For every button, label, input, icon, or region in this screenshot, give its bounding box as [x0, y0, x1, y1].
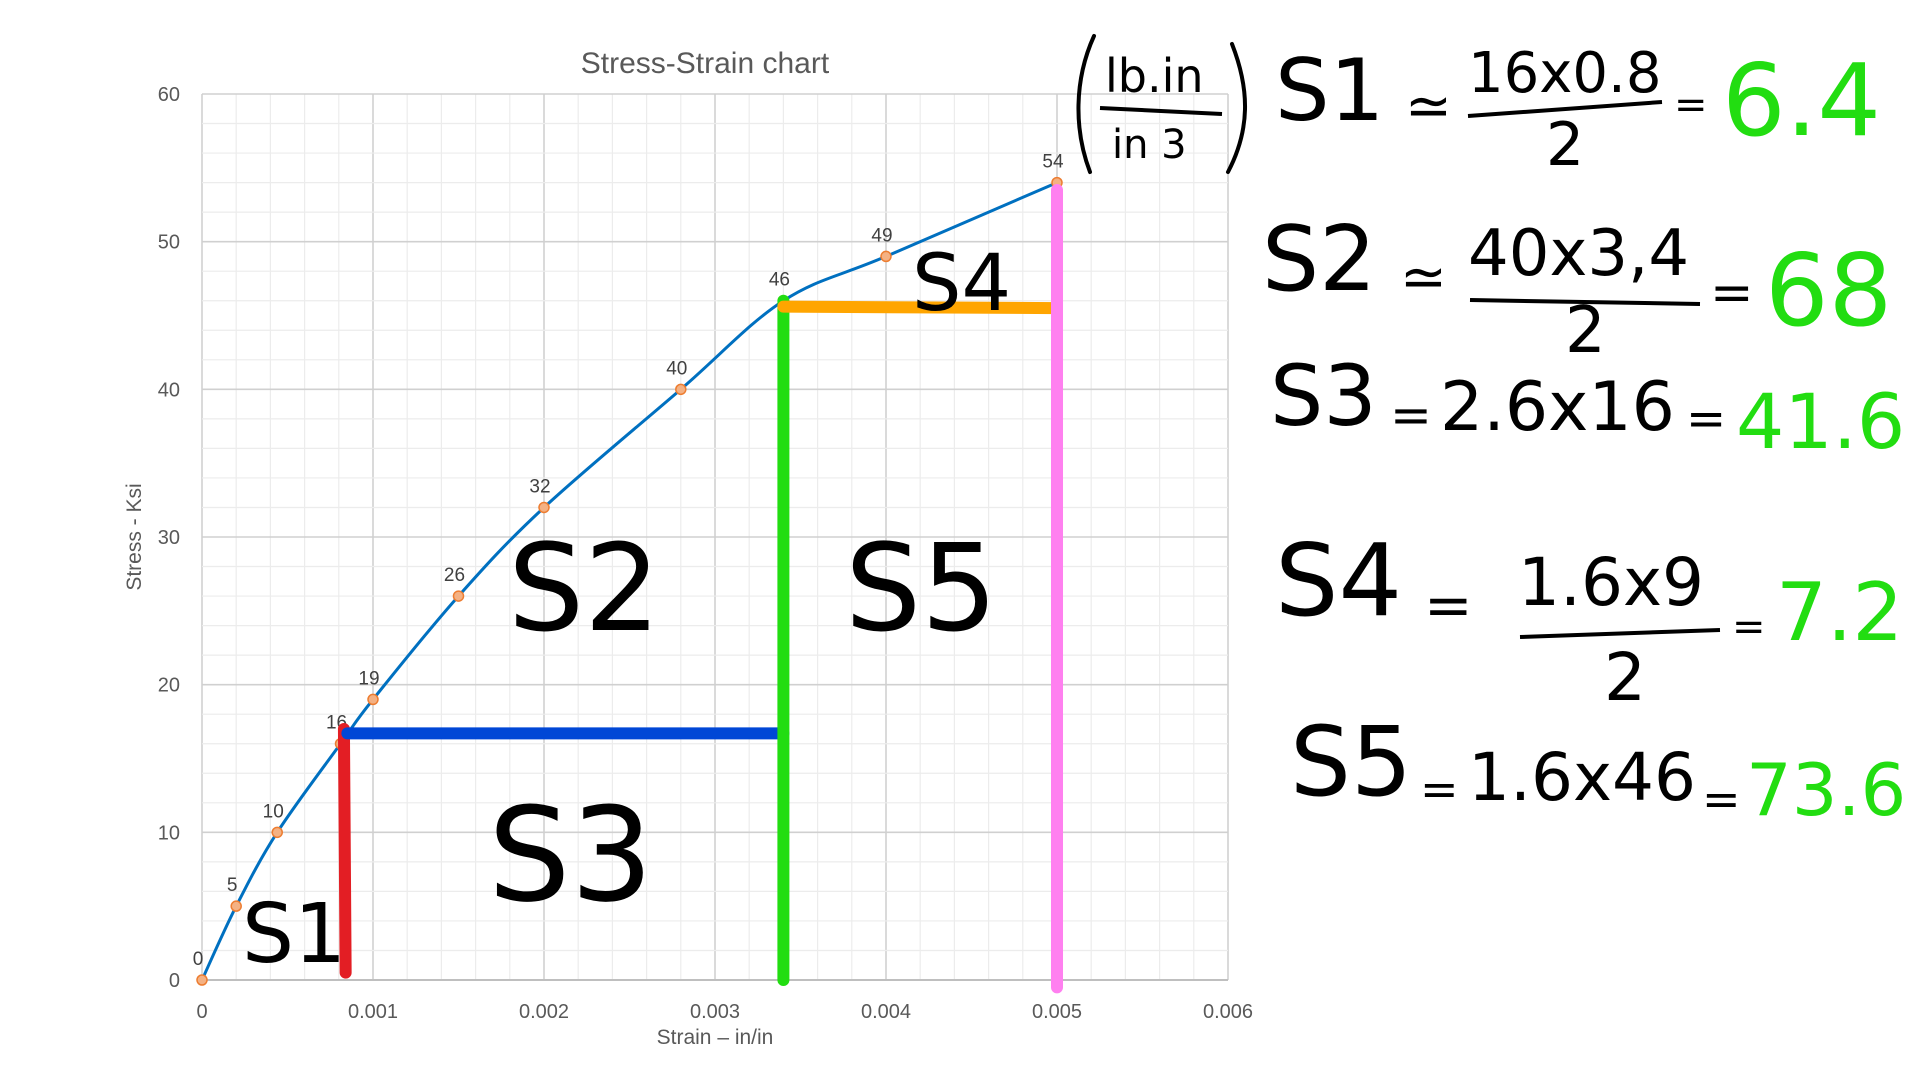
overlay-strokes	[337, 183, 1063, 994]
x-tick-label: 0.006	[1203, 1001, 1253, 1023]
x-tick-label: 0.002	[519, 1001, 569, 1023]
eq-label: S2	[1262, 207, 1376, 312]
paren-left	[1076, 34, 1096, 174]
data-point	[271, 826, 283, 839]
data-label: 46	[769, 270, 790, 291]
eq-result: 73.6	[1746, 748, 1906, 832]
eq-equals: =	[1710, 263, 1754, 323]
data-label: 26	[444, 565, 465, 586]
x-tick-label: 0.004	[861, 1001, 911, 1023]
y-tick-label: 30	[158, 527, 180, 549]
equation-s2: S2 ≃ 40x3,4 2 = 68	[1262, 207, 1892, 368]
region-label-s2: S2	[508, 520, 661, 659]
data-label: 10	[263, 801, 284, 822]
data-label: 0	[193, 949, 204, 970]
chart-title: Stress-Strain chart	[581, 47, 830, 80]
region-label-s3: S3	[488, 779, 653, 931]
paren-right	[1226, 42, 1247, 174]
eq-label: S5	[1290, 706, 1412, 818]
eq-op: ≃	[1400, 245, 1447, 310]
y-tick-label: 0	[169, 970, 180, 992]
eq-result: 6.4	[1722, 42, 1881, 159]
equation-s4: S4 = 1.6x9 2 = 7.2	[1275, 522, 1903, 716]
data-label: 40	[666, 358, 687, 379]
y-axis-title: Stress - Ksi	[123, 483, 146, 590]
overlay-stroke	[337, 722, 352, 979]
data-label: 32	[529, 476, 550, 497]
eq-label: S1	[1275, 41, 1384, 141]
eq-equals: =	[1674, 82, 1708, 128]
eq-numerator: 40x3,4	[1468, 217, 1689, 291]
data-label: 5	[227, 875, 238, 896]
data-point	[452, 590, 465, 602]
y-tick-label: 20	[158, 675, 180, 697]
eq-equals: =	[1732, 604, 1766, 650]
eq-denominator: 2	[1546, 110, 1584, 180]
y-tick-label: 60	[158, 84, 180, 106]
data-label: 54	[1042, 152, 1064, 173]
eq-equals: =	[1686, 391, 1726, 447]
x-tick-label: 0.003	[690, 1001, 740, 1023]
y-tick-label: 10	[158, 822, 180, 844]
data-point	[367, 693, 379, 706]
eq-op: =	[1390, 386, 1432, 444]
units-denominator: in 3	[1112, 122, 1187, 168]
eq-fraction-bar	[1519, 628, 1721, 639]
eq-expression: 2.6x16	[1440, 368, 1675, 447]
data-label: 19	[358, 668, 379, 689]
x-tick-label: 0.005	[1032, 1001, 1082, 1023]
series-line	[200, 181, 1058, 981]
eq-numerator: 1.6x9	[1518, 544, 1704, 621]
eq-result: 68	[1765, 232, 1892, 349]
data-point	[880, 250, 892, 263]
eq-equals: =	[1702, 772, 1741, 826]
data-point	[538, 501, 550, 514]
eq-result: 41.6	[1736, 377, 1905, 466]
overlay-stroke	[777, 300, 1063, 315]
x-axis-ticks: 0 0.001 0.002 0.003 0.004 0.005 0.006	[196, 1001, 1253, 1023]
eq-numerator: 16x0.8	[1468, 41, 1661, 106]
eq-label: S3	[1270, 347, 1377, 445]
eq-fraction-bar	[1467, 100, 1663, 118]
eq-op: ≃	[1405, 74, 1452, 139]
data-point	[230, 900, 242, 912]
equation-s5: S5 = 1.6x46 = 73.6	[1290, 706, 1906, 832]
data-point	[675, 383, 687, 396]
x-axis-title: Strain – in/in	[657, 1026, 774, 1049]
data-label: 49	[871, 225, 892, 246]
eq-op: =	[1420, 762, 1459, 816]
units-fraction-bar	[1099, 106, 1223, 116]
y-tick-label: 50	[158, 232, 180, 254]
units-numerator: lb.in	[1105, 49, 1204, 103]
region-label-s5: S5	[845, 520, 998, 659]
eq-fraction-bar	[1469, 298, 1701, 306]
equation-s1: S1 ≃ 16x0.8 2 = 6.4	[1275, 41, 1881, 180]
region-label-s4: S4	[912, 239, 1011, 329]
eq-expression: 1.6x46	[1468, 739, 1696, 816]
region-labels: S1 S2 S3 S4 S5	[242, 239, 1011, 982]
eq-denominator: 2	[1565, 294, 1606, 368]
eq-result: 7.2	[1776, 566, 1903, 659]
y-tick-label: 40	[158, 379, 180, 401]
units-annotation: lb.in in 3	[1076, 34, 1247, 174]
equation-s3: S3 = 2.6x16 = 41.6	[1270, 347, 1905, 466]
data-point	[196, 974, 208, 986]
eq-op: =	[1424, 571, 1473, 639]
eq-label: S4	[1275, 522, 1402, 639]
y-axis-ticks: 0 10 20 30 40 50 60	[158, 84, 180, 992]
x-tick-label: 0.001	[348, 1001, 398, 1023]
region-label-s1: S1	[242, 887, 346, 982]
x-tick-label: 0	[196, 1001, 207, 1023]
eq-denominator: 2	[1604, 639, 1646, 716]
